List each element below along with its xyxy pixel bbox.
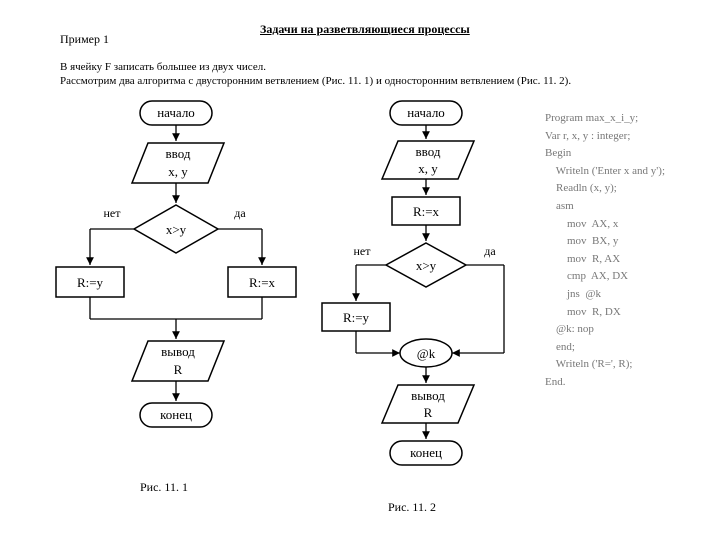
example-label: Пример 1 — [60, 32, 109, 47]
f2-yes: да — [484, 244, 496, 258]
desc-line2: Рассмотрим два алгоритма с двусторонним … — [60, 74, 571, 88]
f2-in-l1: ввод — [416, 144, 441, 159]
f1-ry: R:=y — [77, 275, 104, 290]
f1-start: начало — [157, 105, 195, 120]
code-block: Program max_x_i_y; Var r, x, y : integer… — [545, 110, 665, 392]
f2-out-l1: вывод — [411, 388, 445, 403]
f2-atk: @k — [417, 346, 436, 361]
f2-cond: x>y — [416, 258, 437, 273]
flowchart-2: начало ввод x, y R:=x x>y нет да R:=y @k… — [300, 95, 540, 495]
f1-out-l2: R — [174, 362, 183, 377]
f1-cond: x>y — [166, 222, 187, 237]
f2-no: нет — [354, 244, 372, 258]
f1-yes: да — [234, 206, 246, 220]
f2-end: конец — [410, 445, 442, 460]
f2-in-l2: x, y — [418, 161, 438, 176]
f1-no: нет — [104, 206, 122, 220]
flowchart-1: начало ввод x, y x>y нет да R:=y R:=x вы… — [40, 95, 310, 465]
page-title: Задачи на разветвляющиеся процессы — [260, 22, 470, 37]
f2-start: начало — [407, 105, 445, 120]
caption-1: Рис. 11. 1 — [140, 480, 188, 495]
f1-rx: R:=x — [249, 275, 276, 290]
f2-out-l2: R — [424, 405, 433, 420]
f1-out-l1: вывод — [161, 344, 195, 359]
caption-2: Рис. 11. 2 — [388, 500, 436, 515]
f1-end: конец — [160, 407, 192, 422]
desc-line1: В ячейку F записать большее из двух чисе… — [60, 60, 266, 74]
f1-input-l2: x, y — [168, 164, 188, 179]
f2-rx: R:=x — [413, 204, 440, 219]
f2-ry: R:=y — [343, 310, 370, 325]
f1-input-l1: ввод — [166, 146, 191, 161]
